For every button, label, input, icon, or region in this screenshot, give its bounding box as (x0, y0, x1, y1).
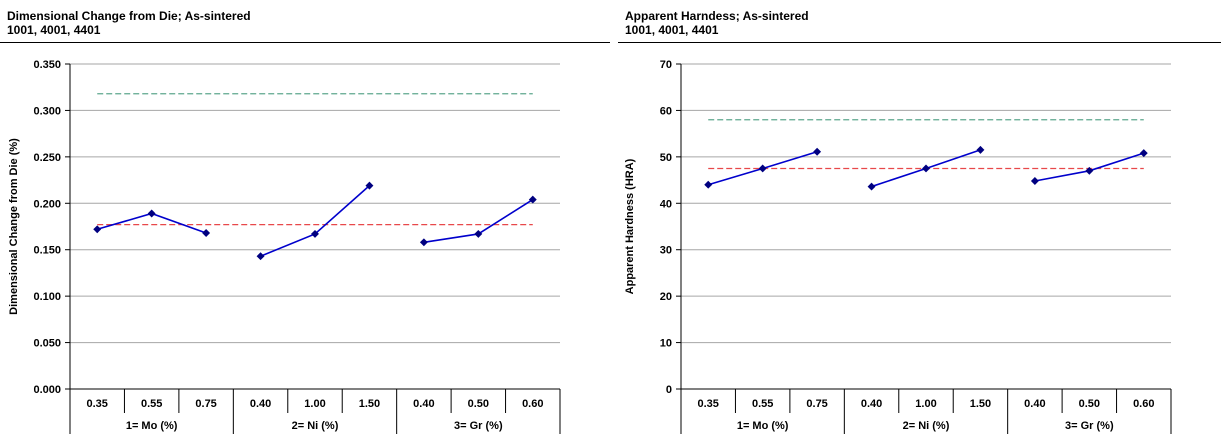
x-category-label: 0.75 (806, 398, 827, 410)
data-point-marker (474, 229, 483, 238)
data-point-marker (311, 229, 319, 238)
data-point-marker (813, 147, 822, 156)
data-point-marker (93, 225, 102, 234)
y-tick-label: 70 (660, 59, 672, 71)
y-tick-label: 60 (660, 105, 672, 117)
x-category-label: 0.60 (1133, 398, 1154, 410)
y-tick-label: 20 (660, 291, 672, 303)
data-point-marker (419, 238, 428, 247)
x-category-label: 0.40 (861, 398, 882, 410)
data-point-marker (202, 229, 211, 237)
title-divider (0, 42, 610, 43)
x-category-label: 0.75 (195, 398, 216, 410)
data-point-marker (365, 181, 374, 190)
x-category-label: 0.40 (250, 398, 271, 410)
data-point-marker (1030, 177, 1039, 185)
y-tick-label: 0.050 (33, 338, 61, 350)
x-category-label: 0.40 (413, 398, 434, 410)
apparent-hardness-chart: 0 10 20 30 40 50 60 70 Apparent Hardness (HRA) 0.… (624, 59, 1172, 434)
data-point-marker (867, 182, 876, 191)
title-divider (618, 42, 1221, 43)
x-group-label: 2= Ni (%) (903, 420, 950, 432)
x-category-label: 1.00 (915, 398, 936, 410)
y-tick-label: 10 (660, 338, 672, 350)
y-tick-label: 50 (660, 152, 672, 164)
y-tick-label: 30 (660, 245, 672, 257)
x-category-label: 0.50 (1079, 398, 1100, 410)
dimensional-change-chart-panel: Dimensional Change from Die; As-sintered… (0, 0, 610, 435)
data-point-marker (704, 180, 713, 189)
y-tick-label: 0.150 (33, 245, 61, 257)
y-tick-label: 0.300 (33, 105, 61, 117)
data-point-marker (758, 164, 767, 173)
data-point-marker (147, 209, 156, 218)
x-category-label: 0.55 (141, 398, 162, 410)
data-point-marker (976, 145, 985, 154)
y-tick-label: 0.000 (33, 384, 61, 396)
x-group-label: 2= Ni (%) (292, 420, 339, 432)
y-tick-label: 0.100 (33, 291, 61, 303)
dimensional-change-chart: 0.0000.0500.1000.1500.2000.2500.3000.350… (8, 59, 561, 434)
x-category-label: 0.40 (1024, 398, 1045, 410)
x-group-label: 3= Gr (%) (1065, 420, 1114, 432)
y-tick-label: 0 (666, 384, 672, 396)
x-category-label: 0.50 (468, 398, 489, 410)
data-point-marker (256, 252, 265, 261)
x-group-label: 1= Mo (%) (126, 420, 178, 432)
x-category-label: 0.35 (698, 398, 719, 410)
chart-subtitle: 1001, 4001, 4401 (625, 23, 719, 37)
x-group-label: 1= Mo (%) (737, 420, 789, 432)
chart-title: Apparent Harndess; As-sintered (625, 9, 809, 23)
x-category-label: 0.35 (87, 398, 108, 410)
y-tick-label: 0.200 (33, 198, 61, 210)
x-category-label: 1.00 (304, 398, 325, 410)
y-tick-label: 0.250 (33, 152, 61, 164)
data-point-marker (922, 164, 930, 173)
data-point-marker (528, 195, 537, 204)
y-tick-label: 40 (660, 198, 672, 210)
chart-subtitle: 1001, 4001, 4401 (7, 23, 101, 37)
x-category-label: 0.60 (522, 398, 543, 410)
apparent-hardness-chart-panel: Apparent Harndess; As-sintered 1001, 400… (618, 0, 1221, 435)
series-line (260, 185, 370, 257)
y-axis-label: Apparent Hardness (HRA) (624, 158, 636, 294)
x-category-label: 1.50 (970, 398, 991, 410)
chart-title: Dimensional Change from Die; As-sintered (7, 9, 251, 23)
x-category-label: 0.55 (752, 398, 773, 410)
x-group-label: 3= Gr (%) (454, 420, 503, 432)
x-category-label: 1.50 (359, 398, 380, 410)
data-point-marker (1139, 149, 1148, 158)
y-axis-label: Dimensional Change from Die (%) (8, 138, 20, 315)
y-tick-label: 0.350 (33, 59, 61, 71)
